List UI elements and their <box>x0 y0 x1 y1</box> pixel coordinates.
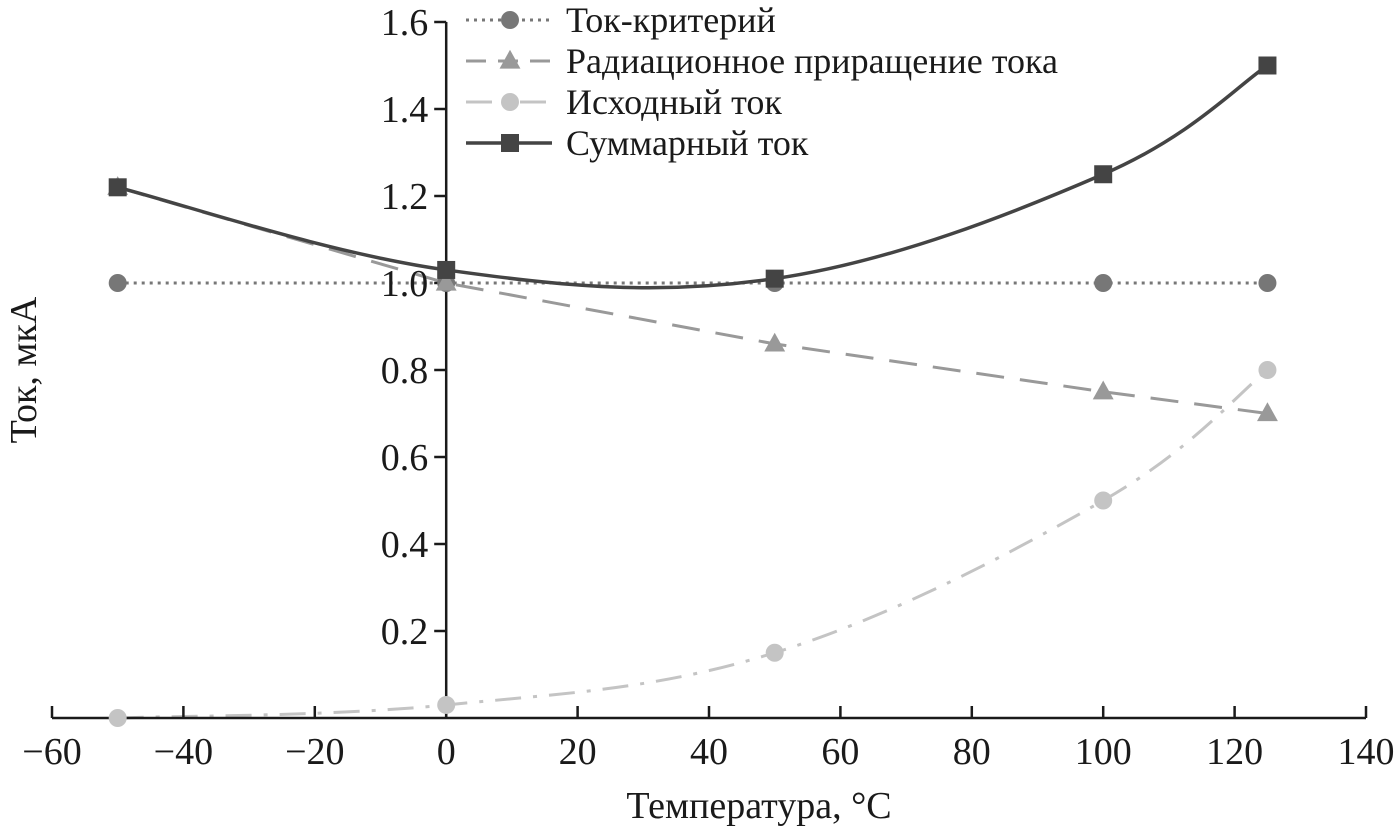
data-point-радиационное-приращение-тока <box>435 271 457 291</box>
data-point-исходный-ток <box>765 643 784 662</box>
data-point-исходный-ток <box>1094 491 1113 510</box>
legend-marker <box>499 49 521 69</box>
x-tick-label: 120 <box>1206 731 1263 773</box>
x-tick-label: 80 <box>953 731 991 773</box>
legend-item: Суммарный ток <box>466 123 809 163</box>
series-lines <box>117 64 1269 720</box>
y-tick-label: 0.4 <box>381 524 429 566</box>
x-axis-title: Температура, °С <box>626 785 891 827</box>
data-point-исходный-ток <box>437 695 456 714</box>
legend-label: Радиационное приращение тока <box>566 41 1058 81</box>
data-point-суммарный-ток <box>1094 165 1113 184</box>
y-tick-label: 1.4 <box>381 89 429 131</box>
x-tick-label: 40 <box>690 731 728 773</box>
y-tick-label: 1.2 <box>381 176 429 218</box>
data-point-суммарный-ток <box>437 260 456 279</box>
series-line-суммарный-ток <box>117 64 1269 290</box>
x-tick-label: −20 <box>285 731 344 773</box>
tick-labels: −60 −40 −20 0 20 40 60 80 100 120 140 0.2 0.4 0.6 0.8 1… <box>22 2 1394 773</box>
x-tick-label: 60 <box>821 731 859 773</box>
legend-label: Исходный ток <box>566 82 782 122</box>
legend-marker <box>501 134 519 152</box>
x-tick-label: −60 <box>22 731 81 773</box>
legend-item: Радиационное приращение тока <box>466 41 1058 81</box>
y-axis-title: Ток, мкА <box>3 296 45 443</box>
legend-item: Исходный ток <box>466 82 782 122</box>
data-point-суммарный-ток <box>765 269 784 288</box>
data-point-суммарный-ток <box>108 178 127 197</box>
legend-label: Ток-критерий <box>566 0 776 40</box>
series-line-исходный-ток <box>117 368 1269 720</box>
x-tick-label: 20 <box>559 731 597 773</box>
x-tick-label: 140 <box>1338 731 1395 773</box>
data-point-ток-критерий <box>108 274 127 292</box>
x-tick-label: −40 <box>154 731 213 773</box>
data-point-суммарный-ток <box>1258 56 1277 75</box>
legend-item: Ток-критерий <box>466 0 776 40</box>
data-point-радиационное-приращение-тока <box>764 332 786 352</box>
data-point-исходный-ток <box>1258 361 1277 379</box>
y-tick-label: 0.6 <box>381 437 429 479</box>
legend-marker <box>501 93 519 111</box>
series-line-радиационное-приращение-тока <box>117 185 1268 415</box>
series-markers <box>107 56 1278 727</box>
data-point-ток-критерий <box>1258 274 1277 292</box>
y-tick-label: 0.8 <box>381 350 429 392</box>
x-tick-label: 0 <box>437 731 456 773</box>
x-tick-label: 100 <box>1075 731 1132 773</box>
y-tick-label: 0.2 <box>381 611 429 653</box>
y-tick-label: 1.0 <box>381 263 429 305</box>
data-point-ток-критерий <box>1094 274 1113 292</box>
legend-label: Суммарный ток <box>566 123 809 163</box>
y-tick-label: 1.6 <box>381 2 429 44</box>
data-point-радиационное-приращение-тока <box>1092 380 1114 400</box>
axis-ticks <box>50 20 1368 718</box>
data-point-исходный-ток <box>108 709 127 727</box>
legend-marker <box>501 11 519 29</box>
data-point-радиационное-приращение-тока <box>1257 402 1278 422</box>
